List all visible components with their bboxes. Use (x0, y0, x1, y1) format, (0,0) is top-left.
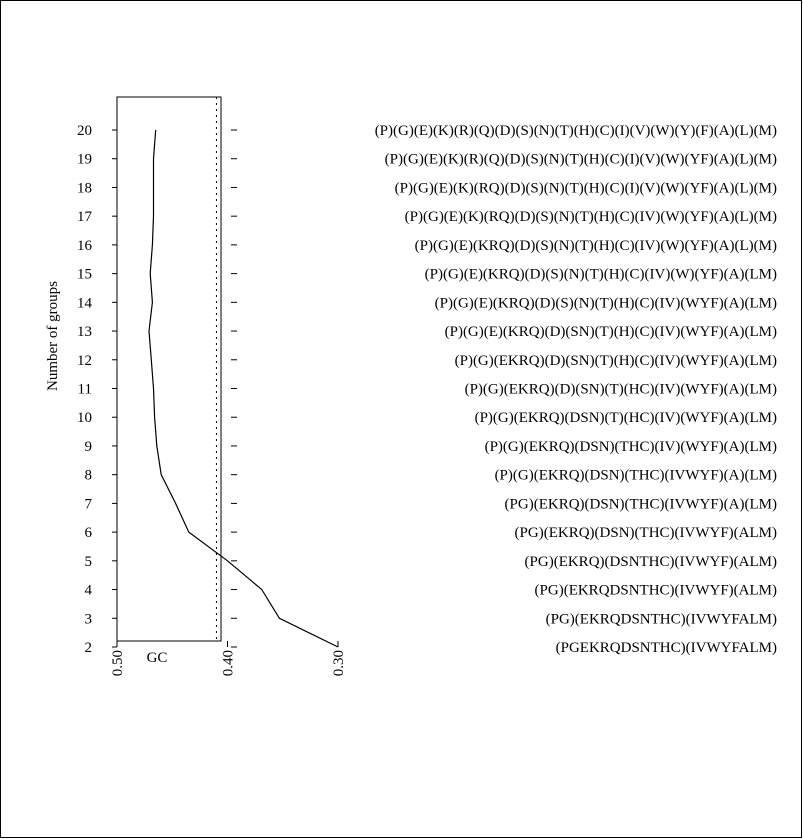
gc-series-line (148, 129, 339, 648)
group-label: (P)(G)(E)(KRQ)(D)(S)(N)(T)(H)(C)(IV)(W)(… (415, 238, 777, 254)
plot-area-border (116, 96, 222, 642)
x-tick-label: 0.50 (110, 650, 126, 676)
group-label: (P)(G)(E)(K)(RQ)(D)(S)(N)(T)(H)(C)(IV)(W… (405, 209, 777, 225)
group-label: (PG)(EKRQ)(DSN)(THC)(IVWYF)(A)(LM) (505, 496, 777, 512)
group-label: (P)(G)(EKRQ)(DSN)(T)(HC)(IV)(WYF)(A)(LM) (475, 410, 777, 426)
group-label: (PGEKRQDSNTHC)(IVWYFALM) (556, 640, 777, 656)
group-labels: (P)(G)(E)(K)(R)(Q)(D)(S)(N)(T)(H)(C)(I)(… (375, 123, 777, 656)
y-tick-label: 8 (85, 468, 93, 484)
y-tick-label: 20 (77, 123, 92, 139)
y-tick-label: 19 (77, 152, 92, 168)
y-tick-label: 12 (77, 353, 92, 369)
y-tick-label: 5 (85, 554, 93, 570)
y-tick-label: 7 (85, 496, 93, 512)
group-label: (P)(G)(E)(K)(RQ)(D)(S)(N)(T)(H)(C)(I)(V)… (395, 180, 777, 196)
x-axis-tick-labels: 0.50 0.40 0.30 (110, 650, 347, 676)
y-tick-label: 3 (85, 611, 93, 627)
group-label: (P)(G)(E)(KRQ)(D)(SN)(T)(H)(C)(IV)(WYF)(… (445, 324, 777, 340)
y-tick-label: 13 (77, 324, 92, 340)
y-tick-label: 6 (85, 525, 93, 541)
y-tick-label: 10 (77, 410, 92, 426)
group-label: (PG)(EKRQDSNTHC)(IVWYF)(ALM) (535, 583, 777, 599)
group-label: (P)(G)(E)(K)(R)(Q)(D)(S)(N)(T)(H)(C)(I)(… (385, 152, 777, 168)
y-tick-label: 18 (77, 180, 92, 196)
y-axis-ticks (112, 129, 117, 648)
group-label: (P)(G)(EKRQ)(D)(SN)(T)(HC)(IV)(WYF)(A)(L… (465, 382, 777, 398)
y-tick-label: 17 (77, 209, 93, 225)
group-label: (P)(G)(EKRQ)(DSN)(THC)(IV)(WYF)(A)(LM) (485, 439, 777, 455)
y-tick-label: 14 (77, 295, 93, 311)
y-tick-label: 16 (77, 238, 93, 254)
group-label: (P)(G)(EKRQ)(D)(SN)(T)(H)(C)(IV)(WYF)(A)… (455, 353, 777, 369)
y-tick-label: 9 (85, 439, 93, 455)
x-tick-label: 0.30 (331, 650, 347, 676)
x-axis-label: GC (147, 650, 168, 666)
group-label: (P)(G)(E)(KRQ)(D)(S)(N)(T)(H)(C)(IV)(W)(… (425, 267, 777, 283)
y-tick-label: 2 (85, 640, 93, 656)
x-tick-label: 0.40 (221, 650, 237, 676)
group-label: (PG)(EKRQDSNTHC)(IVWYFALM) (546, 611, 777, 627)
group-label: (PG)(EKRQ)(DSN)(THC)(IVWYF)(ALM) (515, 525, 777, 541)
y-axis-tick-labels: 2 3 4 5 6 7 8 9 10 11 12 13 14 15 16 17 18 19 20 (77, 123, 93, 656)
group-label: (P)(G)(E)(KRQ)(D)(S)(N)(T)(H)(C)(IV)(WYF… (435, 295, 777, 311)
y-tick-label: 11 (78, 382, 92, 398)
group-label: (P)(G)(EKRQ)(DSN)(THC)(IVWYF)(A)(LM) (495, 468, 777, 484)
x-axis-ticks (116, 641, 339, 647)
group-label: (PG)(EKRQ)(DSNTHC)(IVWYF)(ALM) (525, 554, 777, 570)
y-tick-label: 4 (85, 583, 93, 599)
group-label-ticks (231, 129, 237, 648)
y-axis-label: Number of groups (45, 281, 61, 391)
group-label: (P)(G)(E)(K)(R)(Q)(D)(S)(N)(T)(H)(C)(I)(… (375, 123, 777, 139)
y-tick-label: 15 (77, 267, 92, 283)
